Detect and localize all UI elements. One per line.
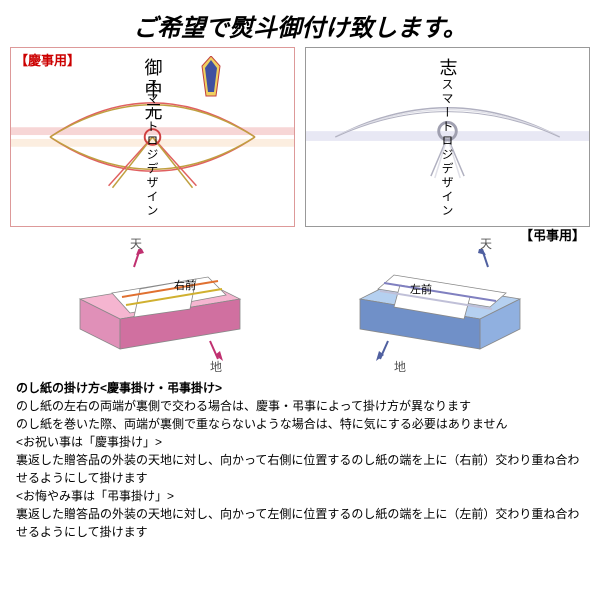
noshi-ornament-icon [200,56,222,100]
choji-box: 天 地 左前 [330,249,560,369]
instructions-title: のし紙の掛け方<慶事掛け・弔事掛け> [16,379,584,397]
headline: ご希望で熨斗御付け致します。 [0,0,600,47]
instructions-line: <お悔やみ事は「弔事掛け」> [16,487,584,505]
instructions-line: <お祝い事は「慶事掛け」> [16,433,584,451]
choji-box-icon [330,249,560,369]
box-row: 天 地 右前 天 地 [0,227,600,373]
choji-card: 志 スマートロジデザイン 【弔事用】 [305,47,590,227]
choji-tag: 【弔事用】 [520,225,585,244]
instructions-line: 裏返した贈答品の外装の天地に対し、向かって左側に位置するのし紙の端を上に（左前）… [16,505,584,541]
keiji-wrap-label: 右前 [174,277,196,293]
keiji-card: 【慶事用】 御中元 スマートロジデザイン [10,47,295,227]
choji-wrap-label: 左前 [410,281,432,297]
choji-top-text: 志 [435,58,461,80]
keiji-box-icon [40,249,270,369]
keiji-arrow-bottom-label: 地 [210,358,222,375]
instructions-line: のし紙を巻いた際、両端が裏側で重ならないような場合は、特に気にする必要はありませ… [16,415,584,433]
instructions-line: 裏返した贈答品の外装の天地に対し、向かって右側に位置するのし紙の端を上に（右前）… [16,451,584,487]
choji-arrow-bottom-label: 地 [394,358,406,375]
keiji-bottom-text: スマートロジデザイン [144,78,161,218]
instructions-block: のし紙の掛け方<慶事掛け・弔事掛け> のし紙の左右の両端が裏側で交わる場合は、慶… [0,373,600,541]
choji-arrow-top-label: 天 [480,235,492,252]
choji-bottom-text: スマートロジデザイン [439,78,456,218]
keiji-arrow-top-label: 天 [130,235,142,252]
keiji-box: 天 地 右前 [40,249,270,369]
instructions-line: のし紙の左右の両端が裏側で交わる場合は、慶事・弔事によって掛け方が異なります [16,397,584,415]
noshi-card-row: 【慶事用】 御中元 スマートロジデザイン [0,47,600,227]
